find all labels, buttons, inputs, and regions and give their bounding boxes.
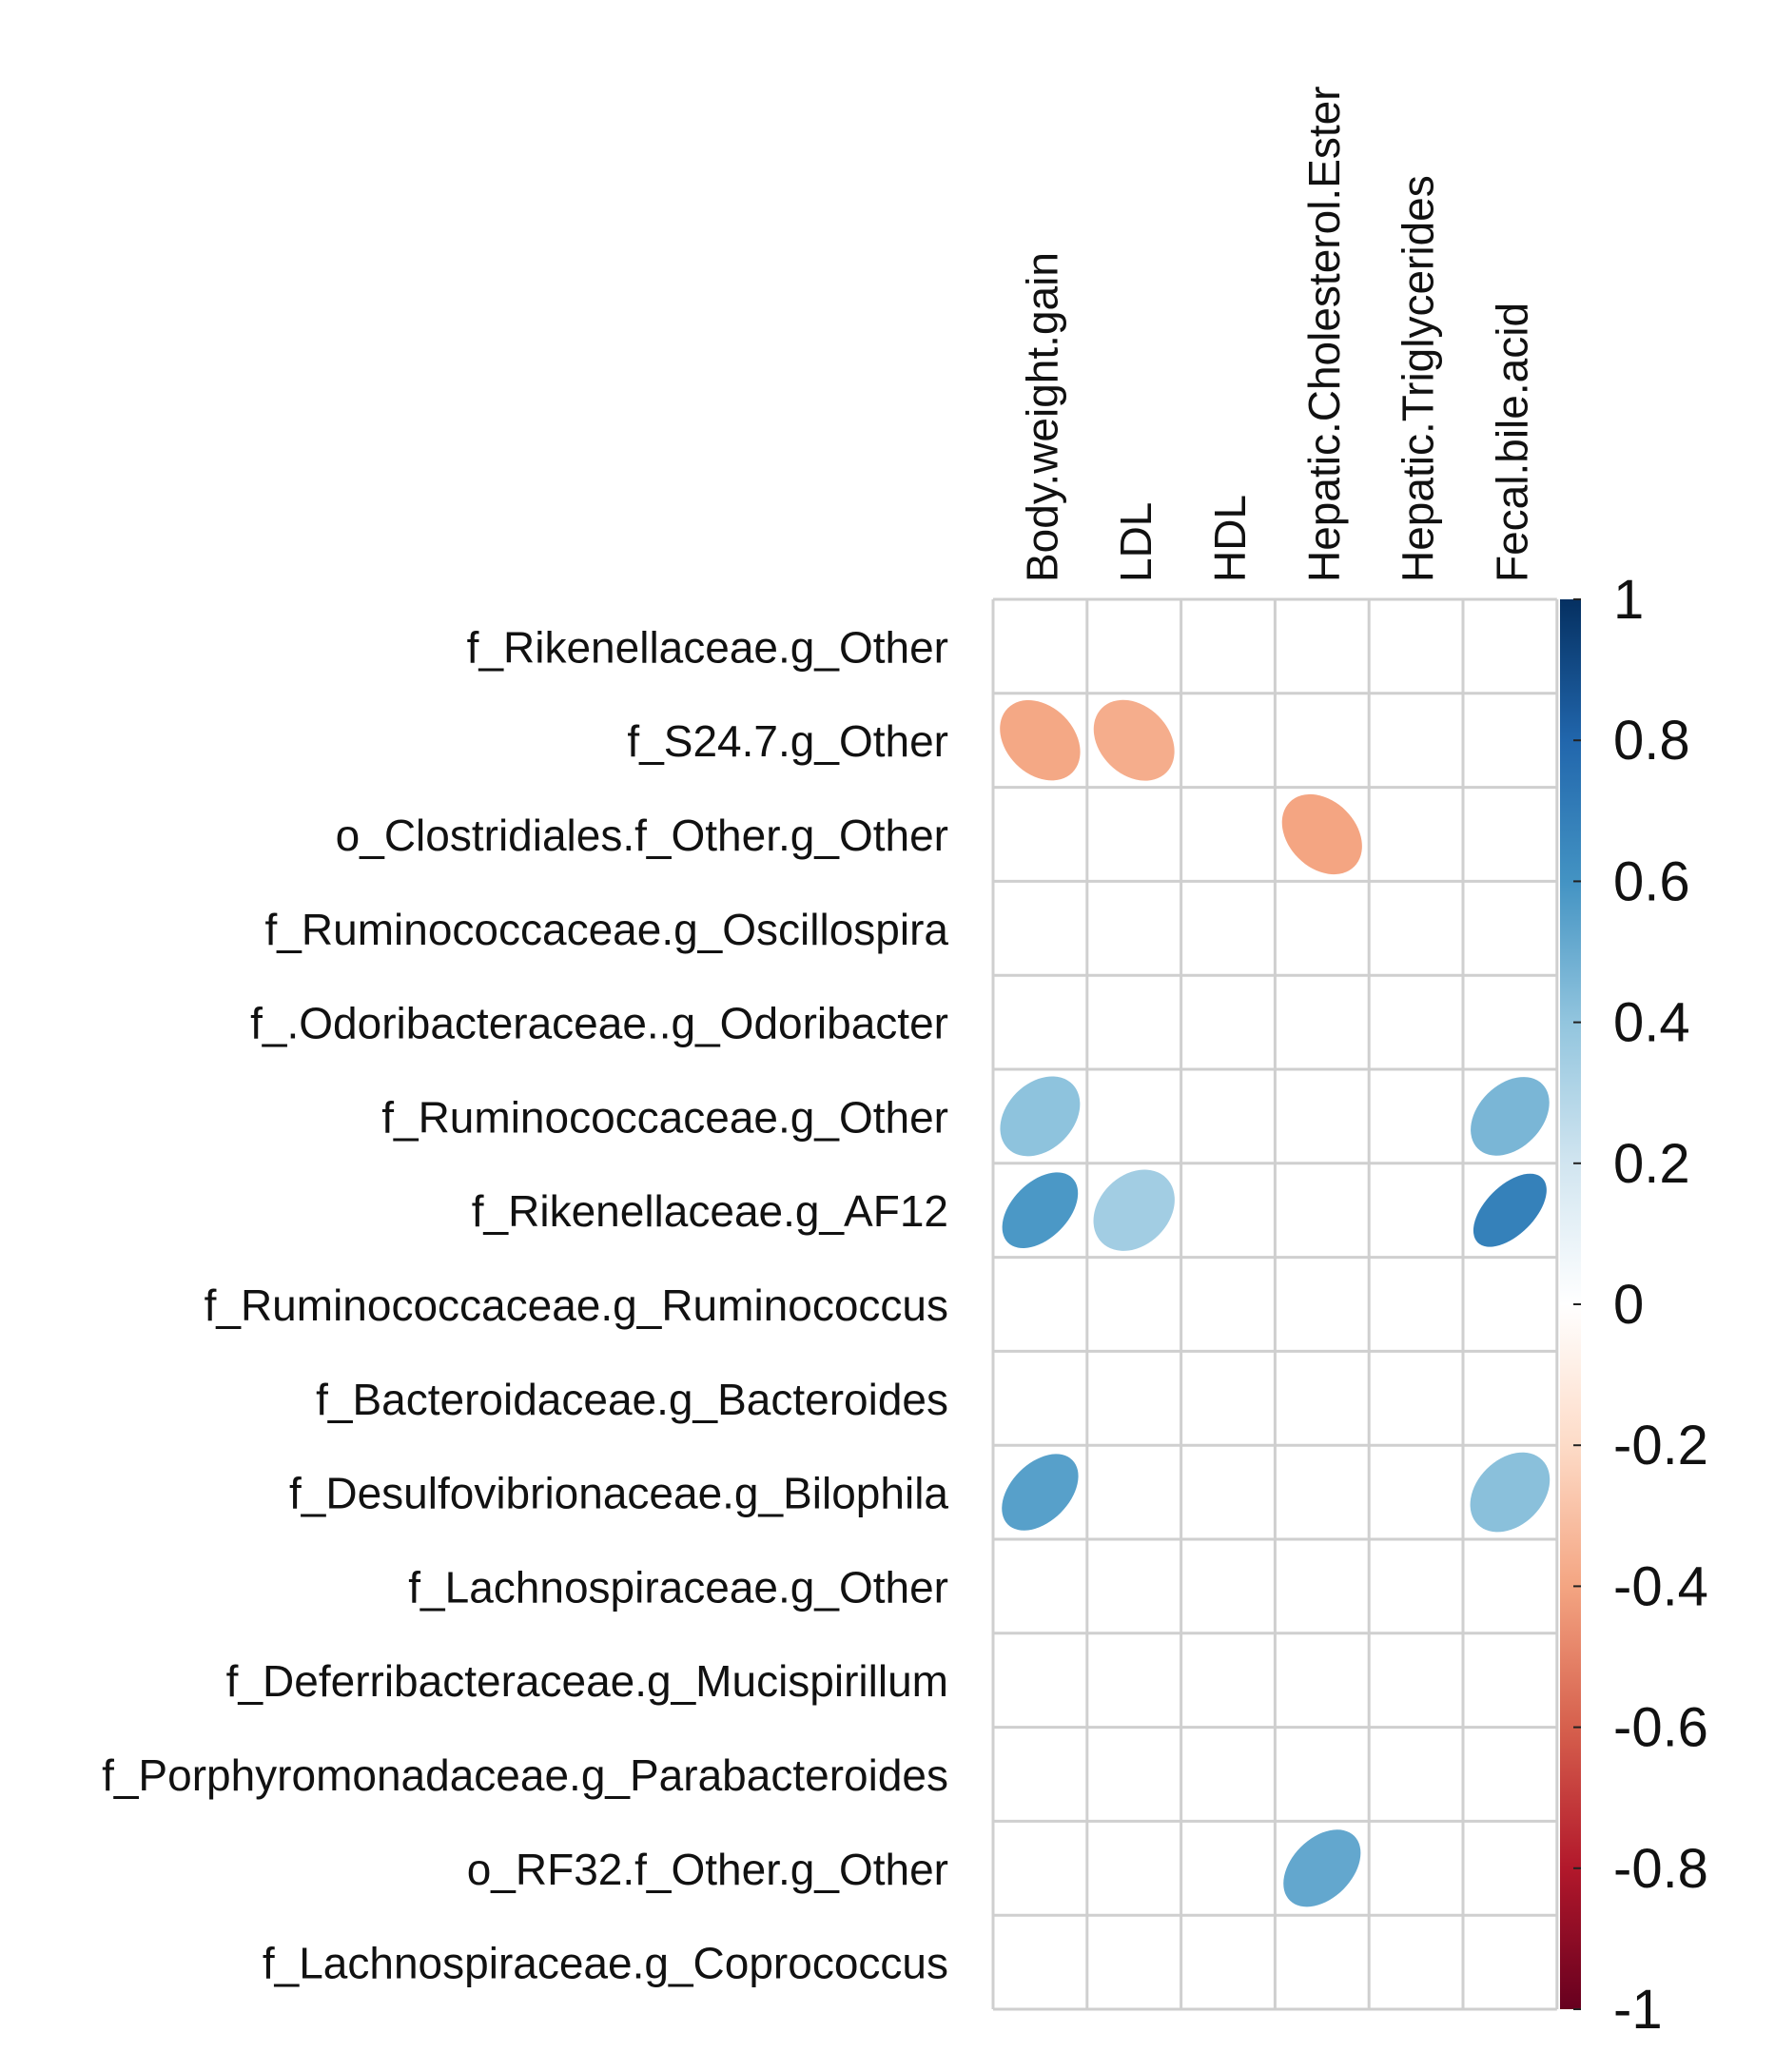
colorbar-tick-label: 0.6: [1613, 850, 1690, 912]
correlation-ellipse-14-4: [1283, 1829, 1361, 1907]
colorbar-tick-label: -0.6: [1613, 1697, 1708, 1759]
colorbar-tick-label: 0.8: [1613, 710, 1690, 772]
correlation-ellipse-10-1: [1002, 1454, 1079, 1531]
row-label: f_Desulfovibrionaceae.g_Bilophila: [289, 1469, 948, 1518]
row-label: f_Ruminococcaceae.g_Ruminococcus: [205, 1280, 948, 1330]
colorbar-tick-label: -0.8: [1613, 1838, 1708, 1900]
colorbar-tick-label: -0.2: [1613, 1415, 1708, 1476]
correlation-ellipse-7-1: [1002, 1172, 1079, 1248]
row-label: f_Bacteroidaceae.g_Bacteroides: [316, 1375, 948, 1424]
correlation-ellipse-6-1: [1000, 1076, 1081, 1157]
column-labels: Body.weight.gain LDL HDL Hepatic.Cholestero…: [1017, 86, 1536, 582]
colorbar-tick-label: 0.2: [1613, 1133, 1690, 1195]
row-label: f_.Odoribacteraceae..g_Odoribacter: [250, 999, 948, 1048]
correlation-ellipse-3-4: [1281, 793, 1362, 875]
correlation-ellipse-2-1: [1000, 700, 1081, 781]
row-label: f_Porphyromonadaceae.g_Parabacteroides: [102, 1750, 948, 1800]
row-label: f_Lachnospiraceae.g_Other: [408, 1562, 948, 1612]
column-label: HDL: [1205, 495, 1255, 582]
colorbar-tick-label: 1: [1613, 569, 1644, 631]
colorbar-tick-label: 0.4: [1613, 992, 1690, 1054]
row-label: o_Clostridiales.f_Other.g_Other: [336, 811, 948, 860]
colorbar: 1 0.8 0.6 0.4 0.2 0 -0.2 -0.4 -0.6 -0.8 -1: [1560, 569, 1708, 2041]
column-label: Hepatic.Cholesterol.Ester: [1299, 86, 1349, 582]
colorbar-tick-label: 0: [1613, 1274, 1644, 1336]
row-label: f_S24.7.g_Other: [627, 716, 948, 766]
correlation-ellipse-7-6: [1473, 1173, 1547, 1247]
colorbar-tick-label: -0.4: [1613, 1555, 1708, 1617]
colorbar-tick-label: -1: [1613, 1979, 1663, 2041]
row-label: o_RF32.f_Other.g_Other: [467, 1845, 948, 1894]
colorbar-gradient: [1560, 599, 1581, 2009]
row-labels: f_Rikenellaceae.g_Other f_S24.7.g_Other o_…: [102, 622, 948, 1987]
row-label: f_Rikenellaceae.g_Other: [467, 622, 948, 672]
column-label: Fecal.bile.acid: [1487, 303, 1536, 582]
row-label: f_Rikenellaceae.g_AF12: [472, 1186, 948, 1236]
row-label: f_Ruminococcaceae.g_Other: [381, 1092, 948, 1142]
correlation-ellipse-6-6: [1471, 1077, 1550, 1156]
correlation-marks: [1000, 699, 1551, 1907]
column-label: Body.weight.gain: [1017, 252, 1066, 582]
correlation-ellipse-10-6: [1470, 1452, 1551, 1533]
column-label: LDL: [1111, 502, 1161, 582]
row-label: f_Lachnospiraceae.g_Coprococcus: [263, 1939, 948, 1988]
column-label: Hepatic.Triglycerides: [1394, 175, 1443, 582]
row-label: f_Ruminococcaceae.g_Oscillospira: [265, 905, 949, 954]
grid: [991, 597, 1559, 2011]
correlation-ellipse-7-2: [1093, 1169, 1175, 1251]
row-label: f_Deferribacteraceae.g_Mucispirillum: [226, 1656, 948, 1706]
correlation-ellipse-2-2: [1093, 699, 1175, 781]
